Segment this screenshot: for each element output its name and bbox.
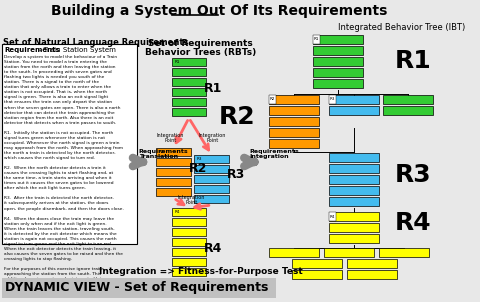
Text: R4: R4	[395, 211, 432, 235]
Text: DYNAMIC VIEW - Set of Requirements: DYNAMIC VIEW - Set of Requirements	[5, 281, 268, 294]
Text: Behavior Trees (RBTs): Behavior Trees (RBTs)	[145, 47, 256, 56]
Bar	[171, 208, 206, 216]
Text: R3: R3	[329, 98, 335, 101]
Bar	[312, 79, 363, 88]
Bar	[292, 259, 342, 268]
Bar	[328, 106, 379, 115]
Bar	[171, 218, 206, 226]
Bar	[194, 185, 229, 193]
Bar	[171, 68, 206, 76]
Bar	[328, 212, 379, 221]
Bar	[194, 165, 229, 173]
Bar	[328, 175, 379, 184]
Bar	[383, 95, 433, 104]
Bar	[2, 278, 276, 298]
Bar	[171, 268, 206, 276]
Bar	[194, 155, 229, 163]
Text: R3: R3	[395, 163, 432, 187]
Bar	[328, 234, 379, 243]
Bar	[292, 270, 342, 279]
Text: R4: R4	[329, 214, 335, 219]
Bar	[328, 212, 336, 221]
Bar	[269, 248, 319, 257]
Bar	[171, 238, 206, 246]
Bar	[171, 278, 206, 286]
Bar	[324, 248, 374, 257]
Text: R2: R2	[270, 98, 276, 101]
Bar	[312, 46, 363, 55]
Bar	[269, 128, 319, 137]
Bar	[312, 35, 320, 44]
Text: R2: R2	[219, 105, 255, 129]
Bar	[171, 248, 206, 256]
Bar	[269, 95, 276, 104]
Bar	[383, 106, 433, 115]
Bar	[347, 259, 397, 268]
Text: Develop a system to model the behaviour of a Train
Station. You need to model a : Develop a system to model the behaviour …	[4, 55, 123, 296]
Bar	[328, 186, 379, 195]
Bar	[156, 148, 191, 156]
Bar	[171, 108, 206, 116]
Bar	[312, 35, 363, 44]
Text: Requirements
Integration: Requirements Integration	[249, 149, 299, 159]
Text: R4: R4	[174, 210, 180, 214]
Bar	[171, 228, 206, 236]
Bar	[347, 270, 397, 279]
Bar	[171, 58, 206, 66]
Text: R1: R1	[204, 82, 223, 95]
Bar	[156, 178, 191, 186]
Text: Integration
Point: Integration Point	[157, 133, 184, 143]
Bar	[194, 175, 229, 183]
Bar	[312, 57, 363, 66]
Text: R1: R1	[395, 50, 432, 73]
Text: R4: R4	[204, 242, 223, 255]
Text: Set of Requirements: Set of Requirements	[148, 40, 253, 49]
Bar	[312, 68, 363, 77]
Text: Requirements: Requirements	[5, 47, 60, 53]
Text: R3: R3	[197, 157, 203, 161]
Bar	[269, 117, 319, 126]
Bar	[156, 168, 191, 176]
Text: Set of Natural Language Requirements: Set of Natural Language Requirements	[3, 38, 188, 47]
Text: Integrated Behavior Tree (IBT): Integrated Behavior Tree (IBT)	[337, 23, 465, 31]
Text: Integration => Fitness-for-Purpose Test: Integration => Fitness-for-Purpose Test	[99, 268, 302, 277]
Text: Requirements
Translation: Requirements Translation	[139, 149, 188, 159]
Text: R3: R3	[227, 169, 245, 182]
Bar	[194, 195, 229, 203]
Bar	[328, 95, 379, 104]
Text: R2: R2	[159, 150, 164, 154]
Bar	[171, 88, 206, 96]
Text: R1: R1	[313, 37, 319, 41]
Bar	[171, 78, 206, 86]
Text: R2: R2	[189, 162, 207, 175]
Bar	[269, 106, 319, 115]
Text: Integration
Point: Integration Point	[199, 133, 226, 143]
Text: - Train Station System: - Train Station System	[39, 47, 116, 53]
Text: Building a System Out Of Its Requirements: Building a System Out Of Its Requirement…	[51, 4, 387, 18]
Bar	[171, 98, 206, 106]
Bar	[328, 153, 379, 162]
Bar	[328, 223, 379, 232]
Bar	[156, 188, 191, 196]
Bar	[171, 258, 206, 266]
Text: R1: R1	[174, 60, 180, 64]
Bar	[328, 164, 379, 173]
Bar	[328, 197, 379, 206]
Bar	[328, 95, 336, 104]
Bar	[2, 44, 137, 244]
Bar	[269, 95, 319, 104]
Text: Integration
Point: Integration Point	[178, 194, 205, 205]
Bar	[379, 248, 429, 257]
Bar	[156, 158, 191, 166]
Bar	[269, 139, 319, 148]
